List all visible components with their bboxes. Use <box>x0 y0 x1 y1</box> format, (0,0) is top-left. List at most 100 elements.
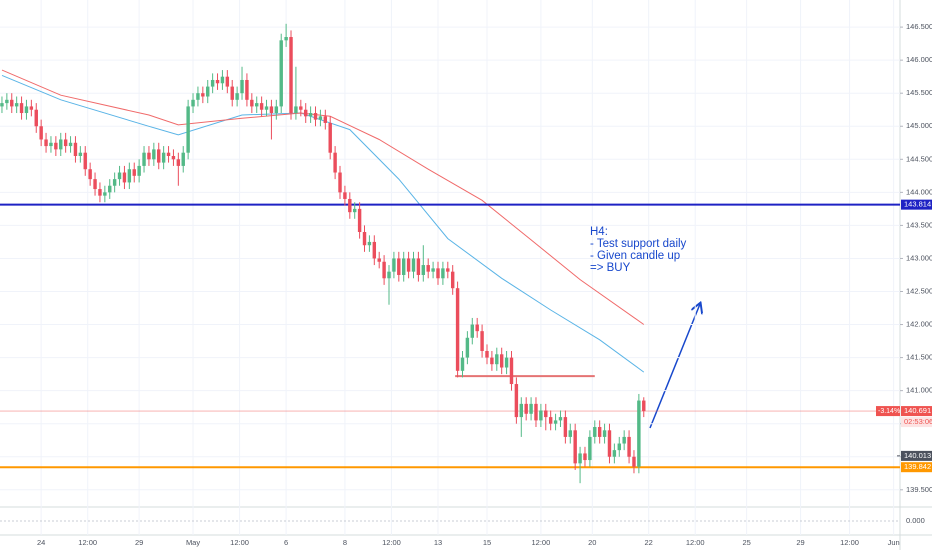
level-label: 139.842 <box>904 462 931 471</box>
candle-body <box>308 113 313 117</box>
candle-body <box>529 403 533 414</box>
x-tick-label: 6 <box>284 538 288 547</box>
candle-body <box>617 443 621 451</box>
candle-body <box>627 436 631 457</box>
candle-body <box>397 258 401 275</box>
candle-body <box>299 106 303 110</box>
candle-body <box>5 99 9 104</box>
candle-body <box>235 93 239 100</box>
candle-body <box>490 357 494 365</box>
candle-body <box>14 103 19 107</box>
candle-body <box>607 430 612 457</box>
candle-body <box>495 354 499 365</box>
candle-body <box>328 122 332 153</box>
candle-body <box>343 192 347 199</box>
candle-body <box>34 109 38 127</box>
candle-body <box>470 324 475 338</box>
candle-body <box>514 384 519 418</box>
annotation-text: H4: <box>590 226 608 238</box>
candle-body <box>206 86 210 97</box>
x-tick-label: 24 <box>37 538 45 547</box>
x-tick-label: 22 <box>644 538 652 547</box>
candle-body <box>127 169 132 183</box>
candle-body <box>426 265 430 272</box>
candle-body <box>152 149 156 160</box>
candle-body <box>544 410 548 418</box>
candle-body <box>568 430 572 437</box>
candle-body <box>122 172 127 183</box>
candle-body <box>539 410 543 421</box>
candle-body <box>588 436 592 461</box>
candle-body <box>436 268 440 279</box>
candle-body <box>637 400 641 467</box>
candle-body <box>59 139 63 150</box>
candle-body <box>284 37 288 41</box>
candle-body <box>93 179 97 190</box>
candle-body <box>602 430 607 437</box>
candle-body <box>68 142 73 147</box>
annotation-text: - Test support daily <box>590 238 687 250</box>
candle-body <box>196 93 200 100</box>
candle-body <box>137 165 141 176</box>
countdown-label: 02:53:06 <box>904 417 932 426</box>
x-tick-label: 29 <box>135 538 143 547</box>
candle-body <box>49 142 53 147</box>
candle-body <box>597 427 602 437</box>
level-label: 143.814 <box>904 200 931 209</box>
y-tick-label: 145.500 <box>906 88 932 97</box>
candle-body <box>24 106 29 114</box>
candle-body <box>245 79 249 100</box>
candle-body <box>460 357 465 371</box>
x-tick-label: May <box>186 538 200 547</box>
candle-body <box>504 357 509 368</box>
x-tick-label: 8 <box>343 538 347 547</box>
x-tick-label: 13 <box>434 538 442 547</box>
candle-body <box>19 103 24 114</box>
candle-body <box>147 152 151 160</box>
change-box <box>876 406 900 417</box>
candle-body <box>622 436 626 444</box>
price-label: 140.013 <box>904 451 931 460</box>
moving-average <box>1 74 645 373</box>
candle-body <box>279 40 283 107</box>
x-tick-label: 12:00 <box>230 538 249 547</box>
candle-body <box>553 420 558 424</box>
y-tick-label: 141.500 <box>906 353 932 362</box>
y-tick-label: 146.500 <box>906 22 932 31</box>
candle-body <box>294 106 298 114</box>
candle-body <box>446 268 450 272</box>
candle-body <box>333 152 337 173</box>
candle-body <box>401 258 406 275</box>
candle-body <box>0 103 4 107</box>
candle-body <box>416 258 421 275</box>
candle-body <box>387 271 391 279</box>
candle-body <box>509 357 514 385</box>
candle-body <box>367 241 372 246</box>
candle-body <box>161 152 166 163</box>
candle-body <box>323 116 328 123</box>
candle-body <box>88 169 92 180</box>
candle-body <box>176 159 181 166</box>
moving-average <box>1 69 645 325</box>
candle-body <box>406 258 411 272</box>
candle-body <box>240 79 244 94</box>
candle-body <box>642 400 646 412</box>
x-tick-label: 25 <box>742 538 750 547</box>
change-label: -3.14% <box>878 408 900 415</box>
candle-body <box>455 288 460 371</box>
candle-body <box>362 232 367 246</box>
candle-body <box>593 427 597 437</box>
candle-body <box>112 179 117 186</box>
candle-body <box>269 106 274 114</box>
candle-body <box>558 417 563 421</box>
candle-body <box>377 258 381 262</box>
candle-body <box>450 271 455 289</box>
x-tick-label: 29 <box>796 538 804 547</box>
candle-body <box>573 430 577 464</box>
candle-body <box>534 403 538 421</box>
candle-body <box>78 152 83 156</box>
candle-body <box>171 155 176 160</box>
x-tick-label: 12:00 <box>382 538 401 547</box>
candle-body <box>318 116 323 120</box>
